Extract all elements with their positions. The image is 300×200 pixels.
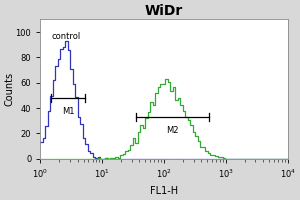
Text: M1: M1 xyxy=(62,107,74,116)
Text: control: control xyxy=(51,32,80,41)
Title: WiDr: WiDr xyxy=(145,4,183,18)
X-axis label: FL1-H: FL1-H xyxy=(150,186,178,196)
Text: M2: M2 xyxy=(166,126,178,135)
Y-axis label: Counts: Counts xyxy=(4,72,14,106)
